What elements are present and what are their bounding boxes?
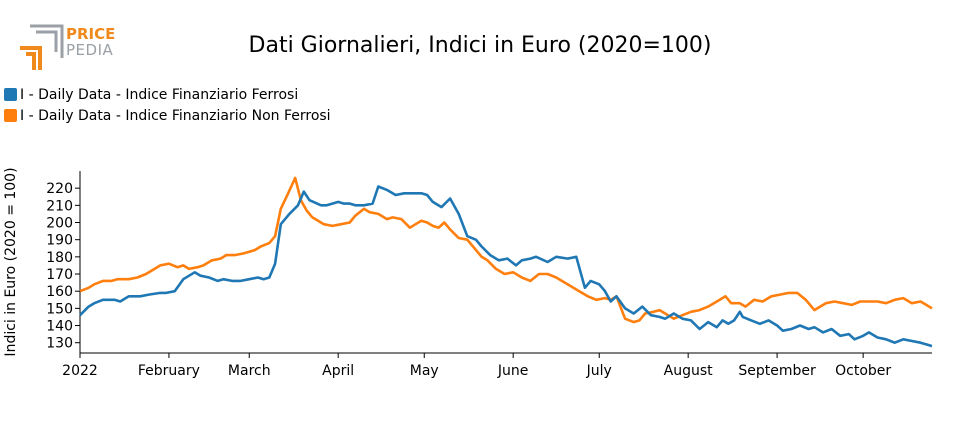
- series-lines: [79, 176, 933, 348]
- y-tick-label: 140: [46, 319, 73, 335]
- y-tick-label: 190: [46, 233, 73, 249]
- legend-item-ferrosi[interactable]: I - Daily Data - Indice Finanziario Ferr…: [4, 84, 331, 105]
- y-tick-label: 210: [46, 198, 73, 214]
- y-tick-label: 160: [46, 284, 73, 300]
- logo-mark-icon: [20, 24, 64, 70]
- legend-swatch-ferrosi: [4, 88, 17, 101]
- legend-item-non-ferrosi[interactable]: I - Daily Data - Indice Finanziario Non …: [4, 105, 331, 126]
- x-tick-label: June: [497, 363, 529, 379]
- y-tick-label: 220: [46, 181, 73, 197]
- x-tick-label: April: [322, 363, 354, 379]
- legend-label-ferrosi: I - Daily Data - Indice Finanziario Ferr…: [20, 86, 299, 103]
- y-tick-label: 180: [46, 250, 73, 266]
- chart-title: Dati Giornalieri, Indici in Euro (2020=1…: [248, 33, 712, 58]
- series-line-non-ferrosi: [79, 176, 933, 324]
- x-tick-label: May: [410, 363, 439, 379]
- x-tick-label: 2022: [62, 363, 98, 379]
- x-tick-label: August: [664, 363, 714, 379]
- y-tick-label: 130: [46, 336, 73, 352]
- x-tick-label: October: [835, 363, 891, 379]
- x-tick-label: February: [138, 363, 200, 379]
- x-tick-label: September: [738, 363, 816, 379]
- x-axis: 2022 February March April May June July August S…: [62, 352, 932, 379]
- series-line-ferrosi: [79, 185, 933, 348]
- y-tick-label: 170: [46, 267, 73, 283]
- y-axis-label: Indici in Euro (2020 = 100): [3, 167, 19, 356]
- y-tick-label: 200: [46, 216, 73, 232]
- legend-swatch-non-ferrosi: [4, 109, 17, 122]
- x-tick-label: July: [586, 363, 612, 379]
- pricepedia-logo: PRICE PEDIA: [18, 24, 128, 74]
- y-tick-label: 150: [46, 301, 73, 317]
- legend: I - Daily Data - Indice Finanziario Ferr…: [4, 84, 331, 126]
- logo-word-pedia: PEDIA: [66, 41, 114, 59]
- x-tick-label: March: [228, 363, 271, 379]
- logo-word-price: PRICE: [66, 25, 116, 43]
- legend-label-non-ferrosi: I - Daily Data - Indice Finanziario Non …: [20, 107, 331, 124]
